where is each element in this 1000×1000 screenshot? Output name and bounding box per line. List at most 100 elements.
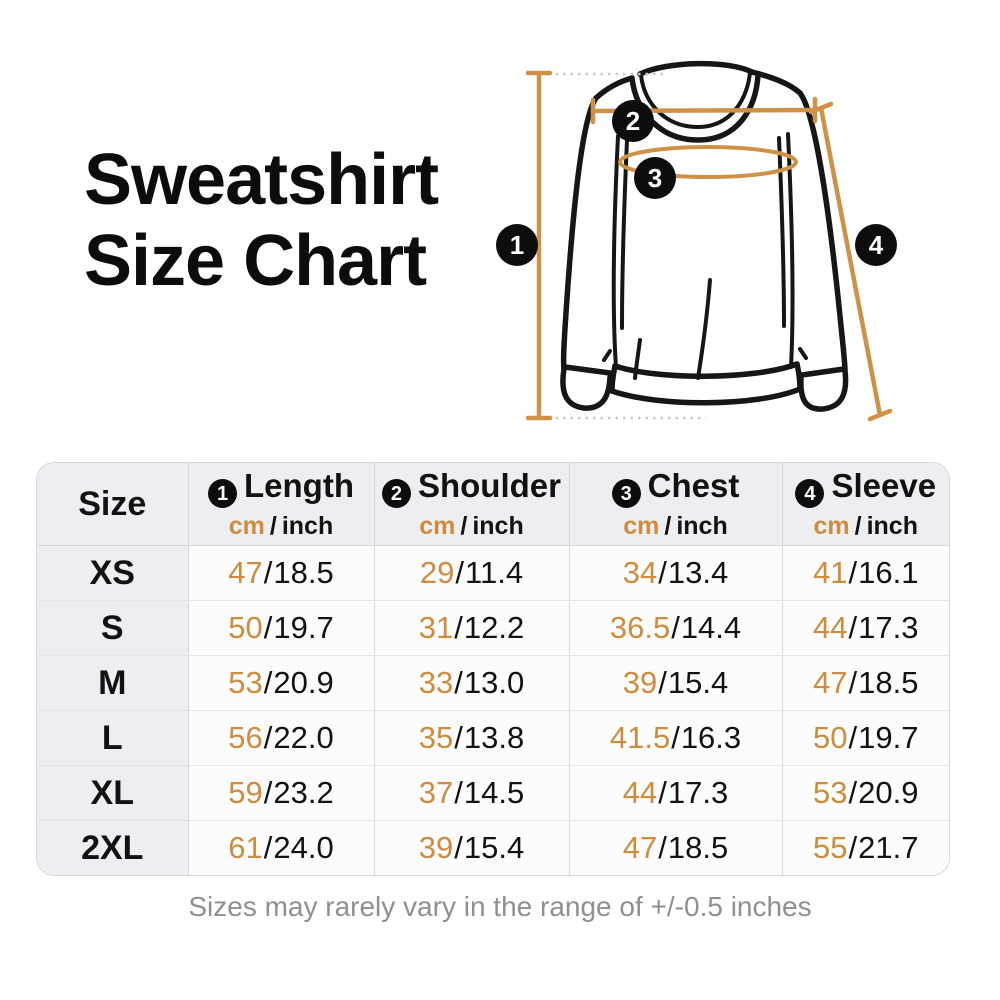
cm-value: 47 [813,665,848,700]
sleeve-cell: 44/17.3 [782,600,949,656]
cm-value: 36.5 [609,610,671,645]
slash: / [263,610,273,645]
marker-2-number: 2 [626,106,640,136]
inch-value: 18.5 [858,665,919,700]
slash: / [263,720,273,755]
title-line-1: Sweatshirt [84,140,439,220]
cm-value: 61 [228,830,263,865]
cm-value: 34 [622,555,658,590]
marker-4-circle [855,224,897,266]
marker-chest: 3 [634,157,676,199]
size-cell: M [37,655,189,711]
left-body-fold [611,134,620,369]
chest-cell: 39/15.4 [569,655,783,711]
inch-value: 21.7 [858,830,919,865]
left-shoulder-line [593,75,635,101]
hem-left-edge [609,363,618,394]
sleeve-units: cm / inch [783,514,950,539]
cm-value: 47 [228,555,263,590]
inch-value: 16.3 [680,720,742,755]
inch-value: 15.4 [667,665,729,700]
sleeve-label: Sleeve [831,466,937,504]
size-cell: S [37,600,189,656]
chest-units: cm / inch [570,514,782,539]
right-sleeve-outer [797,90,848,374]
length-cell: 53/20.9 [188,655,375,711]
inch-value: 18.5 [667,830,729,865]
marker-sleeve: 4 [855,224,897,266]
cm-value: 55 [813,830,848,865]
chest-cell: 47/18.5 [569,820,783,875]
slash: / [454,775,463,810]
left-body-fold-2 [620,138,629,330]
size-column-header: Size [37,463,189,546]
marker-1-circle [496,224,538,266]
chest-measure-ellipse [618,145,798,179]
body-wrinkle-1 [696,278,712,380]
inch-value: 16.1 [858,555,919,590]
badge-4: 4 [795,479,825,509]
cm-value: 37 [418,775,454,810]
marker-3-circle [634,157,676,199]
marker-shoulder: 2 [612,100,654,142]
shoulder-cell: 31/12.2 [374,600,570,656]
badge-3: 3 [611,479,641,509]
column-header-chest: 3 Chest cm / inch [569,463,783,546]
header-row: Size 1 Length cm / inch 2 Shoulder cm / inch 3… [37,463,949,546]
slash: / [263,830,273,865]
inch-value: 18.5 [273,555,334,590]
inch-value: 19.7 [273,610,334,645]
hem-top-line [612,361,800,379]
inch-value: 20.9 [273,665,334,700]
slash: / [455,555,465,590]
cm-value: 50 [813,720,848,755]
cm-value: 41 [813,555,848,590]
marker-3-number: 3 [648,163,662,193]
cm-unit: cm [813,512,850,541]
table-row-l: L 56/22.0 35/13.8 41.5/16.3 50/19.7 [37,710,949,766]
chest-column-title: 3 Chest [570,469,782,509]
slash: / [658,830,667,865]
title-line-2: Size Chart [84,221,427,302]
cm-value: 29 [419,555,455,590]
slash: / [848,830,858,865]
length-units: cm / inch [189,514,374,539]
slash: / [848,775,858,810]
right-cuff [798,368,849,412]
size-cell: XL [37,765,189,821]
shoulder-cell: 33/13.0 [374,655,570,711]
marker-4-number: 4 [869,230,884,260]
hem-right-edge [794,361,803,392]
inch-value: 19.7 [858,720,919,755]
inch-value: 13.4 [667,555,729,590]
cm-value: 35 [418,720,454,755]
inch-unit: inch [281,512,334,541]
length-cell: 61/24.0 [188,820,375,875]
cm-value: 56 [228,720,263,755]
chest-cell: 41.5/16.3 [569,710,783,766]
slash: / [848,720,858,755]
inch-value: 12.2 [463,610,525,645]
inch-value: 11.4 [465,555,524,590]
inch-value: 17.3 [667,775,729,810]
sleeve-top-cap [808,101,834,115]
badge-1: 1 [208,479,237,509]
cm-value: 53 [813,775,848,810]
inch-value: 13.8 [463,720,525,755]
slash: / [454,720,463,755]
cm-value: 44 [622,775,658,810]
inch-unit: inch [472,512,524,541]
chest-cell: 34/13.4 [569,545,783,601]
body-wrinkle-2 [633,338,642,380]
inch-value: 23.2 [273,775,334,810]
shoulder-cell: 35/13.8 [374,710,570,766]
cm-unit: cm [228,512,265,541]
length-cell: 59/23.2 [188,765,375,821]
table-row-s: S 50/19.7 31/12.2 36.5/14.4 44/17.3 [37,600,949,656]
inch-value: 13.0 [463,665,525,700]
slash: / [454,610,463,645]
cm-value: 47 [622,830,658,865]
right-cuff-notch [798,347,808,360]
length-cell: 56/22.0 [188,710,375,766]
table-row-2xl: 2XL 61/24.0 39/15.4 47/18.5 55/21.7 [37,820,949,875]
